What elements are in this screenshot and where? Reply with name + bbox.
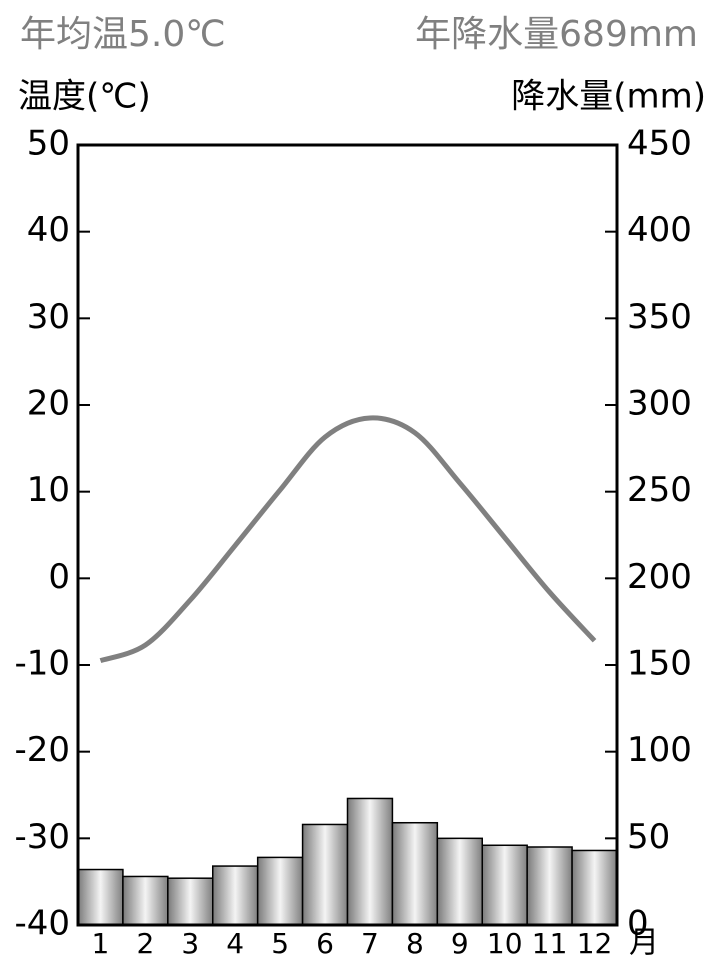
- y-tick-label: 20: [27, 384, 70, 424]
- chart-subtitle: 年降水量689mm: [415, 14, 698, 55]
- precipitation-bar: [212, 865, 259, 926]
- y2-tick-label: 450: [627, 124, 692, 164]
- precipitation-bar: [346, 797, 394, 926]
- precipitation-bar: [77, 868, 124, 926]
- precipitation-bar: [391, 821, 439, 926]
- y2-tick-label: 200: [627, 557, 692, 597]
- y2-tick-label: 250: [627, 470, 692, 510]
- chart-title: 年均温5.0℃: [20, 14, 226, 55]
- y-tick-label: 0: [48, 557, 70, 597]
- precipitation-bar: [481, 844, 528, 926]
- y2-tick-label: 100: [627, 730, 692, 770]
- temperature-line: [99, 415, 597, 664]
- precipitation-bar: [526, 846, 573, 926]
- x-tick-label: 5: [271, 927, 289, 960]
- y-tick-label: 30: [27, 297, 70, 337]
- x-tick-label: 11: [532, 927, 568, 960]
- x-tick-label: 1: [92, 927, 110, 960]
- x-tick-label: 8: [406, 927, 424, 960]
- precipitation-bar: [256, 856, 304, 926]
- y2-tick-label: 400: [627, 210, 692, 250]
- precipitation-bar: [436, 837, 484, 926]
- y-tick-label: 50: [27, 124, 70, 164]
- x-tick-label: 6: [316, 927, 334, 960]
- precipitation-bar: [122, 875, 169, 926]
- x-tick-label: 10: [487, 927, 523, 960]
- y-tick-label: -30: [14, 817, 70, 857]
- precipitation-bar: [571, 849, 618, 926]
- y-tick-label: -20: [14, 730, 70, 770]
- y2-tick-label: 50: [627, 817, 670, 857]
- precipitation-bar: [167, 877, 214, 926]
- y2-tick-label: 350: [627, 297, 692, 337]
- y-axis-label: 温度(℃): [18, 77, 151, 117]
- x-tick-label: 7: [361, 927, 379, 960]
- y2-tick-label: 0: [627, 904, 649, 944]
- y2-axis-label: 降水量(mm): [511, 77, 706, 117]
- plot-frame: [76, 143, 619, 927]
- y2-tick-label: 150: [627, 644, 692, 684]
- precipitation-bar: [301, 823, 349, 926]
- x-tick-label: 3: [181, 927, 199, 960]
- y2-tick-label: 300: [627, 384, 692, 424]
- y-tick-label: 10: [27, 470, 70, 510]
- y-tick-label: -10: [14, 644, 70, 684]
- x-tick-label: 12: [577, 927, 613, 960]
- y-tick-label: 40: [27, 210, 70, 250]
- x-tick-label: 9: [451, 927, 469, 960]
- y-tick-label: -40: [14, 904, 70, 944]
- x-tick-label: 4: [226, 927, 244, 960]
- x-axis-label: 月: [629, 926, 659, 961]
- x-tick-label: 2: [136, 927, 154, 960]
